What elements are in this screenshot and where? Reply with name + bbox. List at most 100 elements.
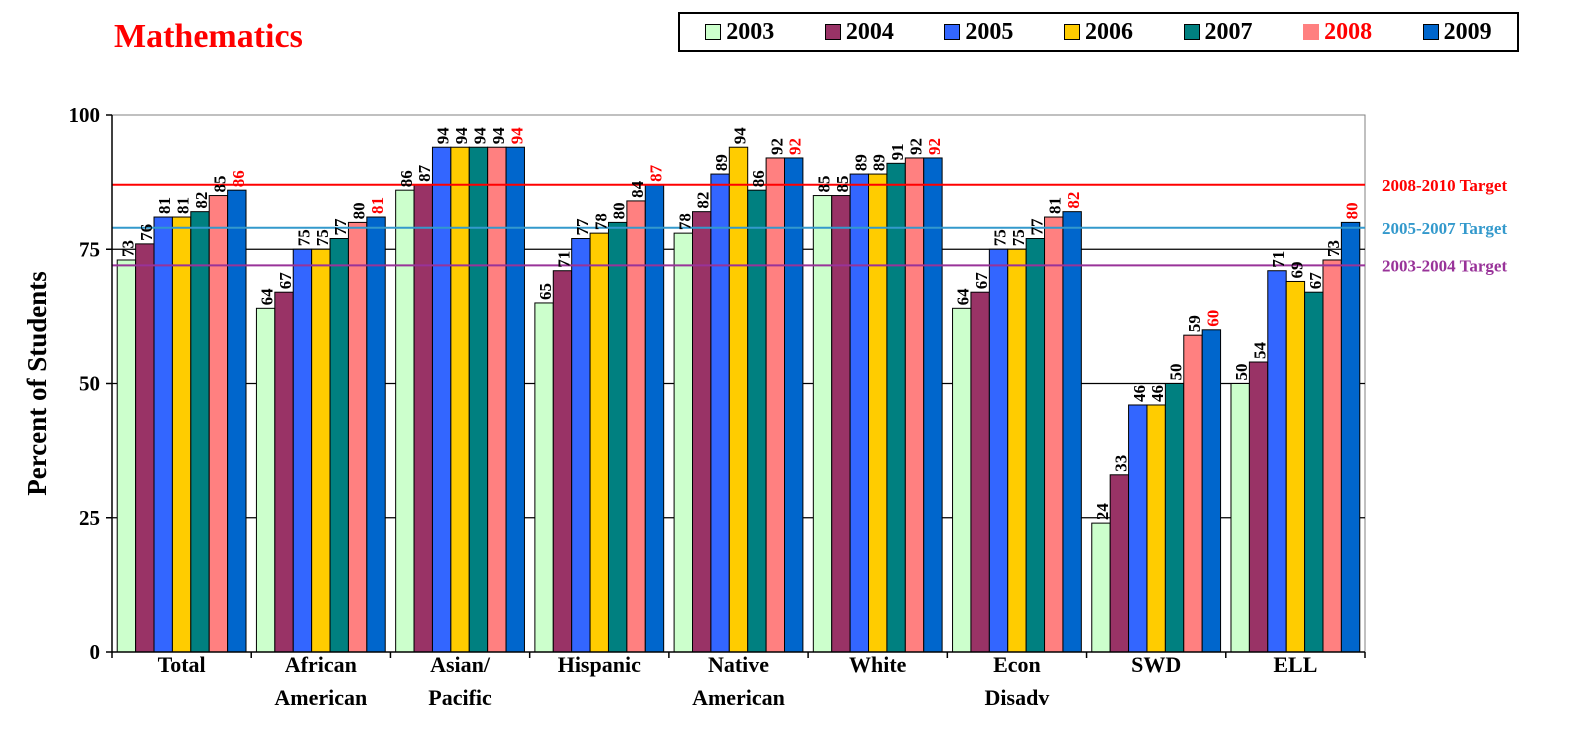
bar [153,216,173,653]
bar [431,146,452,653]
bar [1146,404,1166,653]
bar-value-label: 75 [294,229,313,246]
legend-label: 2008 [1324,18,1373,45]
bar [812,195,833,653]
legend-label: 2004 [845,18,894,45]
legend-item-2009: 2009 [1422,19,1492,46]
legend-swatch [1303,24,1320,40]
legend-label: 2007 [1204,18,1253,45]
bar [1025,238,1046,653]
legend-swatch [1063,24,1080,40]
bar-value-label: 92 [786,138,805,155]
bar-value-label: 94 [434,127,453,145]
bar [747,189,767,653]
bar-value-label: 78 [591,213,610,230]
bar [1062,211,1082,653]
bar-value-label: 24 [1093,503,1112,521]
bar [1007,248,1027,653]
bar-value-label: 71 [1269,251,1288,268]
bar [534,302,554,653]
bar [395,189,415,653]
bar-value-label: 77 [573,218,592,236]
bar [190,211,210,653]
bar-value-label: 75 [313,229,332,246]
bar [644,184,665,653]
bar [366,216,386,653]
bar-value-label: 85 [833,176,852,193]
bar [1340,221,1361,653]
bar [227,189,247,653]
x-category-label: Econ [993,652,1041,677]
bar-value-label: 50 [1232,364,1251,381]
bar [1109,474,1130,653]
bar-value-label: 81 [174,197,193,214]
x-category-label: SWD [1131,652,1181,677]
bar [988,248,1009,653]
bar-value-label: 69 [1287,261,1306,278]
y-tick-label: 100 [69,103,101,127]
legend-swatch [1422,24,1439,40]
bar-value-label: 92 [925,138,944,155]
bar-value-label: 82 [694,192,713,209]
bar-value-label: 86 [229,170,248,187]
x-category-label: American [274,685,367,710]
bar-value-label: 86 [749,170,768,187]
bar-value-label: 76 [137,224,156,241]
bar-value-label: 81 [155,197,174,214]
bar [1285,280,1306,653]
bar-value-label: 84 [628,180,647,198]
bar-value-label: 94 [470,127,489,145]
bar [292,248,313,653]
bar [1128,404,1148,653]
bar [607,221,628,653]
bar [347,221,368,653]
legend-swatch [824,24,841,40]
bar-value-label: 75 [1009,229,1028,246]
bar-value-label: 92 [767,138,786,155]
x-category-label: ELL [1273,652,1317,677]
bar-value-label: 78 [675,213,694,230]
bar [784,157,804,653]
bar [1322,259,1342,653]
bar [692,211,712,653]
bar-value-label: 89 [712,154,731,171]
bar-value-label: 94 [731,127,750,145]
legend-item-2008: 2008 [1303,19,1372,46]
bar-value-label: 67 [972,272,991,290]
bar-value-label: 82 [192,192,211,209]
bar [171,216,192,653]
legend-item-2006: 2006 [1063,18,1133,46]
x-category-label: Hispanic [558,652,641,677]
bar [208,195,229,653]
bar-value-label: 89 [870,154,889,171]
bar [904,157,925,653]
bar-value-label: 75 [991,229,1010,246]
bar [552,270,573,653]
bar [311,248,331,653]
bar [849,173,870,653]
legend-label: 2005 [965,18,1014,45]
bar-value-label: 94 [507,127,526,145]
bar-value-label: 77 [331,218,350,236]
bar [1091,522,1111,653]
legend-label: 2006 [1084,18,1133,45]
x-category-label: Total [158,652,206,677]
bar [116,259,137,653]
bar [1230,383,1250,653]
page-title: Mathematics [114,18,303,55]
bar-value-label: 86 [397,170,416,187]
bar-value-label: 77 [1027,218,1046,236]
bar [673,232,693,653]
legend-item-2004: 2004 [824,18,894,46]
bar [710,173,730,653]
y-tick-label: 75 [79,237,100,261]
bar-value-label: 89 [851,154,870,171]
bar-value-label: 82 [1064,192,1083,209]
bar [831,195,851,653]
y-axis-title: Percent of Students [22,271,52,495]
bar [1164,383,1185,653]
bar-value-label: 59 [1185,315,1204,332]
bar-value-label: 81 [1046,197,1065,214]
bar-value-label: 87 [646,164,665,182]
